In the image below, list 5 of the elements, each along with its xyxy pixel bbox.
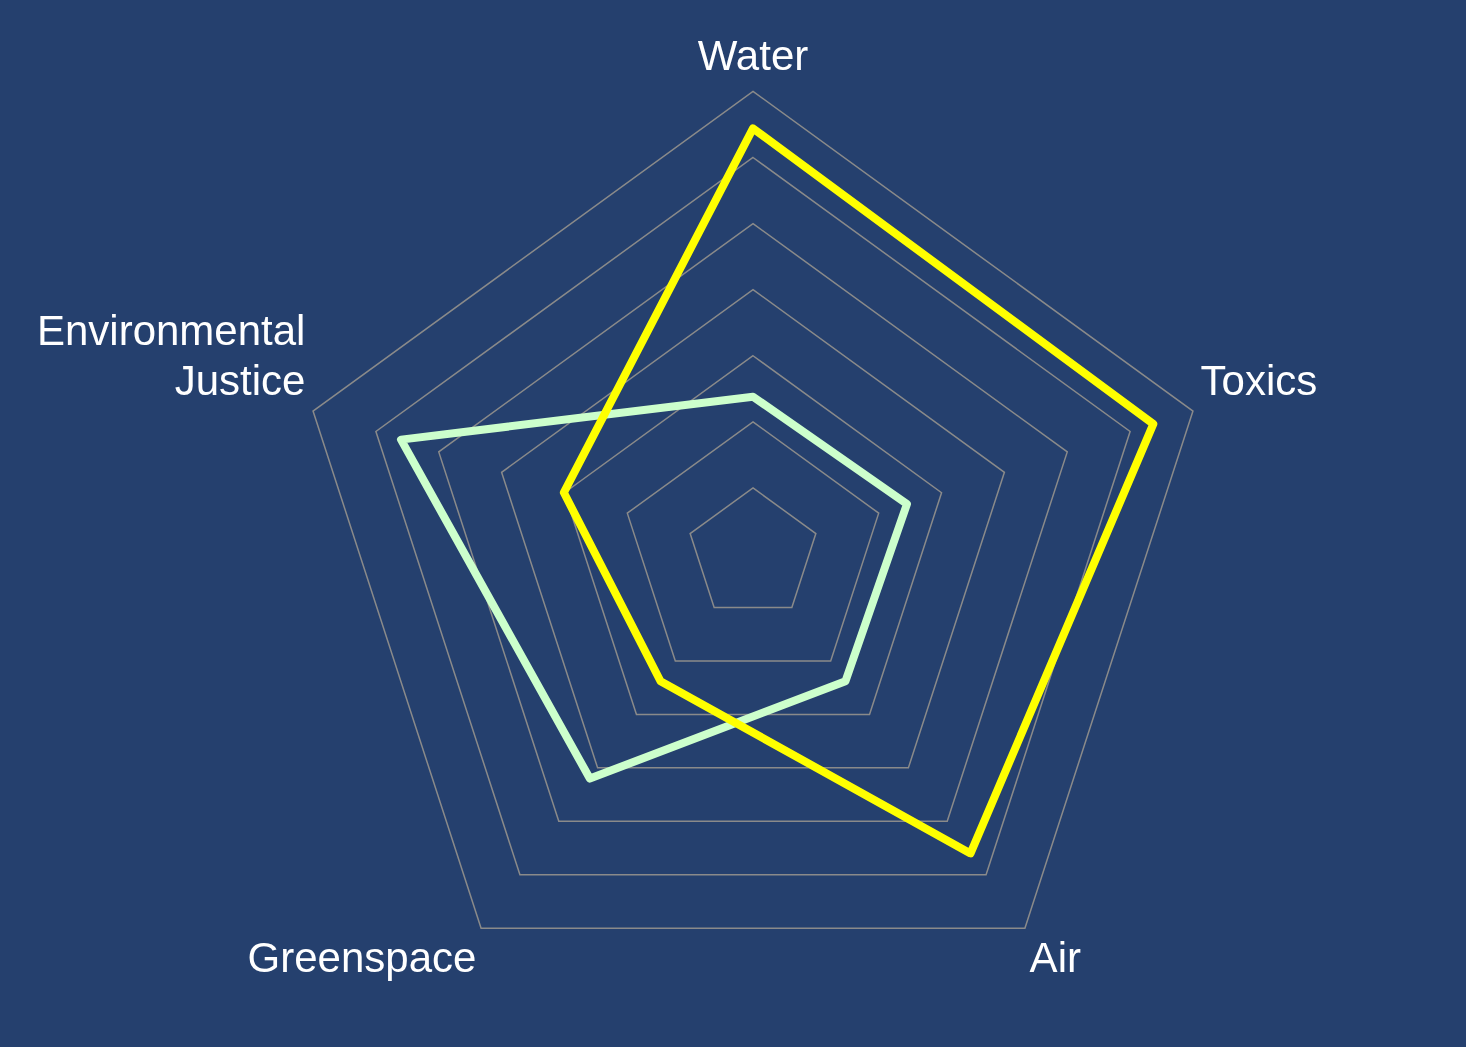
spoke-label: Environmental Justice xyxy=(36,306,306,404)
spoke-label: Water xyxy=(697,31,809,79)
spoke-label: Toxics xyxy=(1200,356,1318,404)
spoke-label: Air xyxy=(1029,933,1081,981)
spoke-label: Greenspace xyxy=(247,933,477,981)
